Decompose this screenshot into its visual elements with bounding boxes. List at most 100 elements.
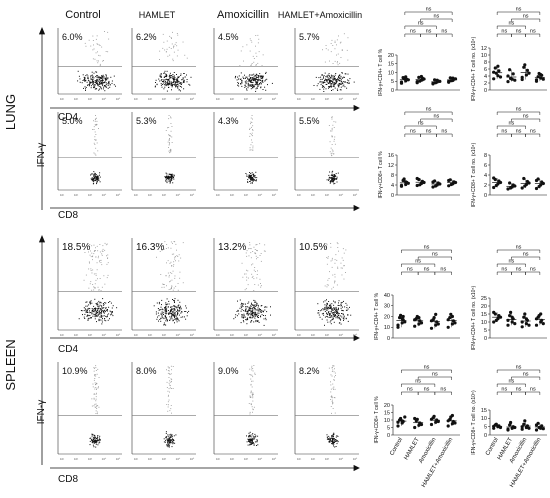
flow-event (169, 311, 171, 313)
significance-label: ns (415, 379, 421, 385)
data-point (417, 316, 421, 320)
flow-event (326, 80, 328, 82)
flow-event (344, 306, 346, 308)
flow-event (164, 76, 165, 78)
flow-event (169, 77, 170, 79)
flow-event (254, 284, 256, 285)
flow-event (255, 435, 257, 437)
flow-event (98, 437, 100, 439)
flow-event (321, 318, 323, 320)
flow-event (169, 76, 171, 78)
flow-event (183, 79, 185, 81)
flow-event (174, 318, 176, 320)
flow-event (331, 179, 333, 181)
flow-event (94, 85, 96, 87)
flow-event (99, 82, 101, 84)
flow-event (252, 380, 254, 382)
flow-event (252, 409, 254, 411)
flow-event (106, 310, 108, 312)
flow-event (334, 301, 336, 303)
flow-event (161, 79, 163, 80)
flow-event (87, 84, 89, 86)
flow-event (330, 76, 331, 78)
flow-event (329, 79, 330, 81)
flow-tick-label: 10¹ (60, 333, 64, 337)
flow-event (247, 85, 249, 87)
flow-event (96, 183, 97, 185)
flow-event (94, 119, 96, 121)
flow-event (97, 150, 99, 152)
flow-event (319, 310, 321, 312)
flow-event (180, 307, 182, 309)
gate-percentage: 4.5% (218, 32, 239, 42)
flow-event (178, 309, 180, 311)
flow-event (97, 435, 99, 436)
flow-event (169, 272, 171, 274)
flow-event (242, 320, 244, 322)
flow-event (251, 302, 252, 304)
data-point (539, 312, 543, 316)
data-point (413, 416, 417, 421)
flow-event (169, 173, 171, 175)
flow-event (324, 78, 326, 80)
y-axis-label: IFN-γ+CD8+ T cell % (374, 396, 380, 444)
flow-event (321, 313, 323, 315)
flow-event (95, 314, 97, 316)
flow-event (173, 174, 175, 176)
flow-plot: 16.3%10¹ 10² 10³ 10⁴ 10⁵ (131, 238, 196, 337)
flow-event (253, 176, 255, 177)
flow-event (241, 317, 243, 319)
flow-event (249, 374, 251, 375)
flow-event (331, 257, 333, 259)
flow-event (237, 82, 239, 83)
flow-event (96, 245, 98, 247)
flow-event (251, 443, 253, 445)
flow-event (88, 39, 90, 41)
flow-event (179, 271, 181, 273)
flow-event (95, 179, 97, 181)
flow-event (331, 83, 333, 84)
flow-event (101, 321, 103, 323)
flow-event (94, 144, 96, 145)
flow-event (175, 306, 177, 308)
flow-event (93, 308, 95, 310)
flow-event (331, 399, 333, 401)
flow-event (92, 284, 94, 285)
flow-event (163, 438, 165, 440)
flow-event (338, 316, 340, 318)
flow-event (333, 180, 334, 182)
flow-tick-label: 10⁴ (176, 97, 181, 101)
flow-event (96, 142, 98, 144)
flow-event (251, 310, 252, 312)
flow-event (255, 45, 256, 47)
flow-event (338, 315, 340, 317)
flow-event (88, 317, 90, 319)
flow-event (79, 81, 81, 83)
flow-event (176, 317, 178, 319)
flow-event (243, 321, 245, 323)
flow-event (78, 318, 80, 320)
data-point (534, 78, 539, 82)
flow-event (338, 302, 339, 304)
flow-event (326, 81, 328, 83)
flow-event (169, 135, 171, 136)
flow-event (173, 314, 175, 316)
flow-event (235, 75, 237, 77)
flow-event (332, 175, 334, 176)
y-tick-label: 40 (384, 293, 390, 299)
flow-event (163, 314, 164, 315)
flow-event (88, 84, 90, 86)
flow-event (177, 283, 179, 284)
flow-event (333, 78, 335, 80)
flow-event (246, 89, 248, 91)
flow-event (170, 435, 172, 436)
flow-event (96, 83, 98, 84)
flow-event (255, 75, 256, 77)
flow-event (331, 130, 333, 132)
flow-event (250, 392, 252, 394)
flow-event (174, 313, 176, 315)
flow-event (161, 308, 163, 310)
flow-event (105, 82, 107, 84)
data-point (522, 176, 526, 181)
significance-bracket (404, 11, 453, 15)
